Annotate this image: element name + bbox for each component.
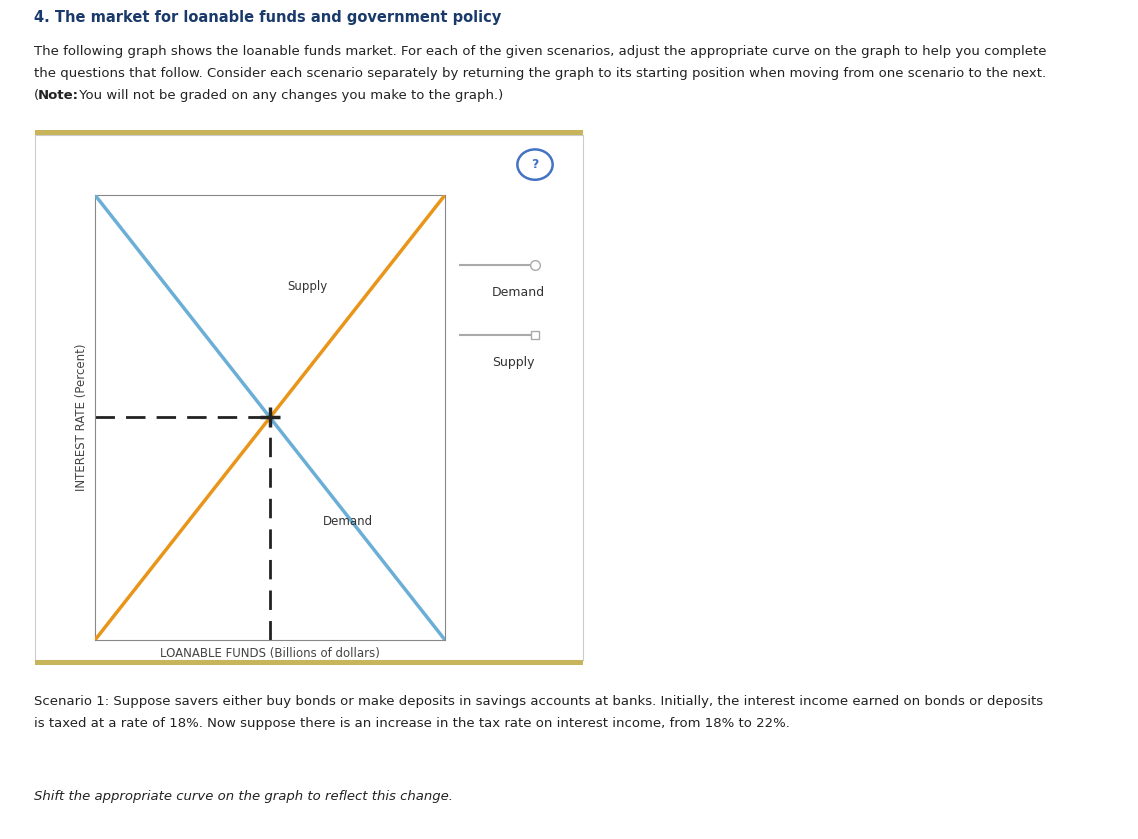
Y-axis label: INTEREST RATE (Percent): INTEREST RATE (Percent) — [75, 344, 88, 492]
Text: Demand: Demand — [492, 286, 545, 299]
Text: Demand: Demand — [322, 515, 372, 529]
X-axis label: LOANABLE FUNDS (Billions of dollars): LOANABLE FUNDS (Billions of dollars) — [160, 647, 380, 660]
Text: (: ( — [34, 89, 40, 102]
Text: ?: ? — [531, 158, 538, 171]
Text: Note:: Note: — [38, 89, 79, 102]
Text: Shift the appropriate curve on the graph to reflect this change.: Shift the appropriate curve on the graph… — [34, 790, 453, 803]
Text: Scenario 1: Suppose savers either buy bonds or make deposits in savings accounts: Scenario 1: Suppose savers either buy bo… — [34, 695, 1044, 708]
Text: is taxed at a rate of 18%. Now suppose there is an increase in the tax rate on i: is taxed at a rate of 18%. Now suppose t… — [34, 717, 790, 730]
Text: Supply: Supply — [288, 280, 328, 293]
Text: You will not be graded on any changes you make to the graph.): You will not be graded on any changes yo… — [75, 89, 503, 102]
Circle shape — [518, 149, 553, 180]
Text: The following graph shows the loanable funds market. For each of the given scena: The following graph shows the loanable f… — [34, 45, 1047, 58]
Text: 4. The market for loanable funds and government policy: 4. The market for loanable funds and gov… — [34, 10, 502, 25]
Text: Supply: Supply — [492, 356, 535, 369]
Text: the questions that follow. Consider each scenario separately by returning the gr: the questions that follow. Consider each… — [34, 67, 1046, 80]
